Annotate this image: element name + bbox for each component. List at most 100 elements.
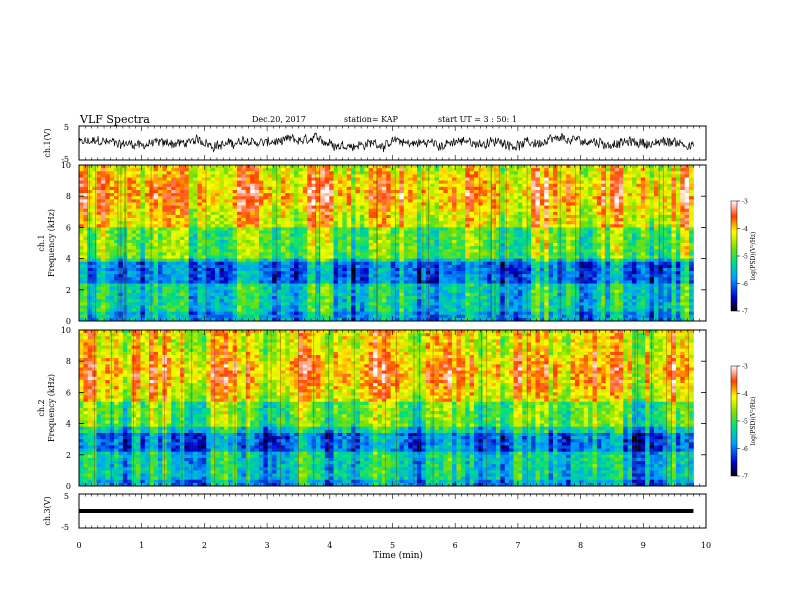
spectrogram-cell bbox=[232, 258, 238, 263]
spectrogram-cell bbox=[346, 249, 352, 253]
spectrogram-cell bbox=[364, 274, 370, 278]
spectrogram-cell bbox=[377, 168, 383, 172]
spectrogram-cell bbox=[122, 249, 128, 253]
spectrogram-cell bbox=[346, 227, 352, 231]
spectrogram-cell bbox=[434, 189, 440, 194]
spectrogram-cell bbox=[210, 183, 216, 188]
spectrogram-cell bbox=[100, 218, 106, 222]
spectrogram-cell bbox=[329, 165, 334, 169]
spectrogram-cell bbox=[513, 205, 519, 210]
spectrogram-cell bbox=[653, 177, 659, 181]
spectrogram-cell bbox=[395, 252, 400, 256]
spectrogram-cell bbox=[653, 255, 659, 259]
spectrogram-cell bbox=[258, 255, 264, 259]
spectrogram-cell bbox=[623, 233, 628, 238]
spectrogram-cell bbox=[500, 218, 506, 222]
spectrogram-cell bbox=[460, 208, 466, 213]
spectrogram-cell bbox=[289, 252, 295, 256]
spectrogram-cell bbox=[83, 168, 89, 172]
spectrogram-cell bbox=[434, 186, 440, 191]
spectrogram-cell bbox=[92, 177, 97, 181]
spectrogram-cell bbox=[179, 180, 185, 185]
spectrogram-cell bbox=[329, 174, 334, 178]
spectrogram-cell bbox=[443, 196, 449, 200]
spectrogram-cell bbox=[355, 208, 361, 213]
spectrogram-cell bbox=[316, 211, 321, 216]
spectrogram-cell bbox=[96, 239, 102, 244]
spectrogram-cell bbox=[675, 233, 681, 238]
spectrogram-cell bbox=[320, 271, 326, 275]
spectrogram-cell bbox=[548, 205, 554, 210]
spectrogram-cell bbox=[210, 264, 216, 269]
spectrogram-cell bbox=[179, 202, 185, 206]
spectrogram-cell bbox=[447, 205, 453, 210]
spectrogram-cell bbox=[131, 255, 137, 259]
spectrogram-cell bbox=[250, 227, 255, 231]
spectrogram-cell bbox=[649, 271, 655, 275]
spectrogram-cell bbox=[276, 227, 282, 231]
spectrogram-cell bbox=[320, 224, 326, 228]
spectrogram-cell bbox=[289, 236, 295, 241]
spectrogram-cell bbox=[162, 168, 168, 172]
spectrogram-cell bbox=[557, 218, 563, 222]
spectrogram-cell bbox=[522, 227, 528, 231]
spectrogram-cell bbox=[596, 214, 602, 219]
spectrogram-cell bbox=[280, 261, 286, 266]
spectrogram-cell bbox=[495, 271, 501, 275]
spectrogram-cell bbox=[215, 183, 220, 188]
spectrogram-cell bbox=[689, 174, 694, 178]
spectrogram-cell bbox=[416, 230, 422, 234]
spectrogram-cell bbox=[346, 174, 352, 178]
spectrogram-cell bbox=[671, 186, 677, 191]
spectrogram-cell bbox=[390, 168, 396, 172]
spectrogram-cell bbox=[557, 230, 563, 234]
spectrogram-cell bbox=[136, 233, 141, 238]
spectrogram-cell bbox=[188, 233, 194, 238]
spectrogram-cell bbox=[474, 183, 479, 188]
spectrogram-cell bbox=[193, 174, 198, 178]
spectrogram-cell bbox=[460, 196, 466, 200]
spectrogram-cell bbox=[649, 177, 655, 181]
spectrogram-cell bbox=[377, 252, 383, 256]
spectrogram-cell bbox=[649, 174, 655, 178]
spectrogram-cell bbox=[232, 211, 238, 216]
spectrogram-cell bbox=[390, 221, 396, 225]
spectrogram-cell bbox=[122, 271, 128, 275]
spectrogram-cell bbox=[601, 174, 607, 178]
spectrogram-cell bbox=[553, 218, 558, 222]
spectrogram-cell bbox=[553, 230, 558, 234]
spectrogram-cell bbox=[675, 193, 681, 197]
spectrogram-cell bbox=[294, 165, 299, 169]
spectrogram-cell bbox=[79, 221, 84, 225]
spectrogram-cell bbox=[144, 227, 150, 231]
spectrogram-cell bbox=[368, 196, 374, 200]
spectrogram-cell bbox=[465, 168, 470, 172]
spectrogram-cell bbox=[241, 199, 247, 203]
spectrogram-cell bbox=[579, 177, 585, 181]
spectrogram-cell bbox=[561, 233, 567, 238]
spectrogram-cell bbox=[280, 271, 286, 275]
spectrogram-cell bbox=[570, 214, 576, 219]
spectrogram-cell bbox=[311, 186, 317, 191]
spectrogram-cell bbox=[219, 180, 225, 185]
spectrogram-cell bbox=[509, 224, 514, 228]
spectrogram-cell bbox=[109, 214, 115, 219]
spectrogram-cell bbox=[425, 211, 431, 216]
spectrogram-cell bbox=[329, 230, 334, 234]
spectrogram-cell bbox=[320, 261, 326, 266]
spectrogram-cell bbox=[636, 214, 642, 219]
spectrogram-cell bbox=[517, 205, 523, 210]
spectrogram-cell bbox=[548, 267, 554, 272]
spectrogram-cell bbox=[548, 186, 554, 191]
spectrogram-cell bbox=[526, 208, 532, 213]
spectrogram-cell bbox=[162, 249, 168, 253]
spectrogram-cell bbox=[460, 174, 466, 178]
spectrogram-cell bbox=[469, 171, 475, 175]
spectrogram-cell bbox=[285, 221, 291, 225]
spectrogram-cell bbox=[658, 246, 664, 250]
spectrogram-cell bbox=[276, 193, 282, 197]
spectrogram-cell bbox=[153, 168, 159, 172]
spectrogram-cell bbox=[408, 261, 413, 266]
spectrogram-cell bbox=[561, 239, 567, 244]
spectrogram-cell bbox=[522, 180, 528, 185]
